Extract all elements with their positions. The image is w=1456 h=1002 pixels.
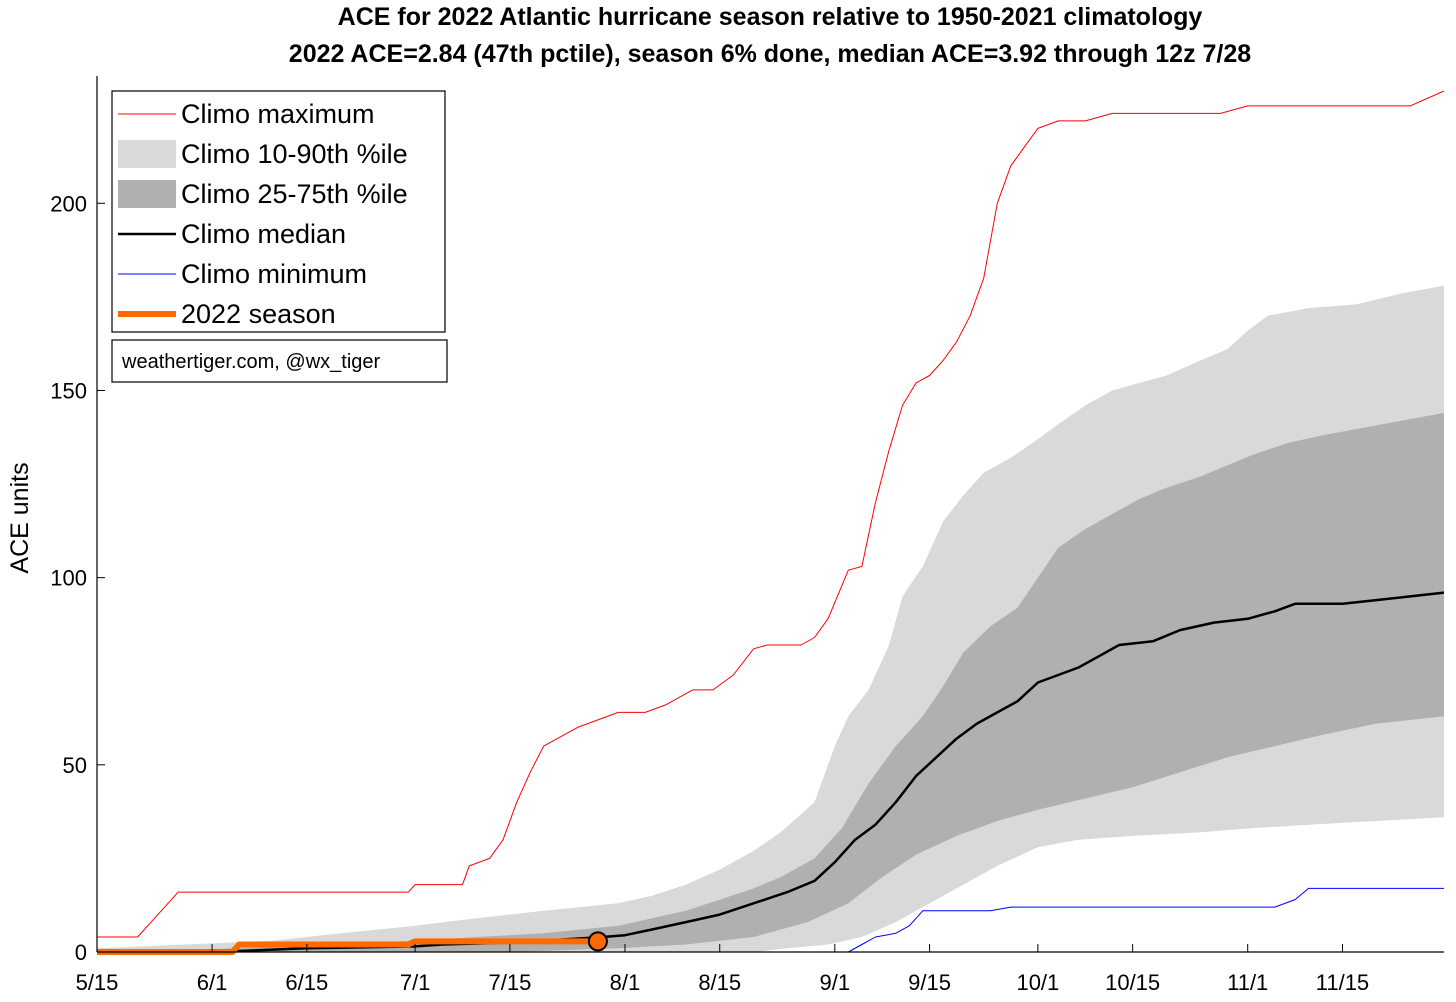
series-climo-median [97, 591, 1445, 954]
y-tick-label: 100 [50, 566, 87, 591]
x-tick-label: 7/1 [400, 970, 431, 995]
legend-label-climo-10-90th-ile: Climo 10-90th %ile [181, 139, 408, 169]
x-tick-label: 5/15 [76, 970, 119, 995]
series-climo-minimum [97, 887, 1444, 953]
credit-text: weathertiger.com, @wx_tiger [121, 351, 381, 373]
x-tick-label: 7/15 [488, 970, 531, 995]
credit-box: weathertiger.com, @wx_tiger [111, 339, 448, 383]
x-tick-label: 11/15 [1316, 970, 1369, 995]
legend-swatch-climo-10-90th-ile [118, 140, 176, 168]
legend-label-climo-median: Climo median [181, 219, 346, 249]
x-tick-label: 6/15 [285, 970, 328, 995]
y-axis-label: ACE units [6, 462, 34, 573]
x-ticks: 5/15 6/1 6/15 7/1 7/15 8/1 8/15 9/1 9/15 10/1 10/1… [76, 944, 1369, 995]
chart-title: ACE for 2022 Atlantic hurricane season r… [338, 3, 1203, 31]
marker-2022-season-current [587, 931, 608, 952]
x-tick-label: 8/1 [610, 970, 641, 995]
legend-swatch-climo-25-75th-ile [118, 180, 176, 208]
x-tick-label: 9/1 [820, 970, 851, 995]
markers-layer [587, 931, 608, 952]
series-climo-maximum [97, 90, 1445, 938]
legend-label-climo-maximum: Climo maximum [181, 99, 375, 129]
credit-box-frame [111, 339, 448, 383]
y-tick-label: 50 [63, 753, 87, 778]
x-tick-label: 10/15 [1105, 970, 1160, 995]
y-tick-label: 0 [75, 940, 87, 965]
legend-label-climo-minimum: Climo minimum [181, 259, 367, 289]
x-tick-label: 10/1 [1016, 970, 1059, 995]
band-climo-25-75th-ile [97, 412, 1444, 952]
y-tick-label: 150 [50, 378, 87, 403]
x-tick-label: 8/15 [698, 970, 741, 995]
legend-box [111, 90, 446, 333]
x-tick-label: 6/1 [197, 970, 228, 995]
legend-label-2022-season: 2022 season [181, 299, 336, 329]
legend-label-climo-25-75th-ile: Climo 25-75th %ile [181, 179, 408, 209]
legend-items: Climo maximum Climo 10-90th %ile Climo 25-… [118, 99, 408, 329]
bands-layer [97, 285, 1444, 953]
x-tick-label: 9/15 [908, 970, 951, 995]
x-tick-label: 11/1 [1227, 970, 1268, 995]
y-ticks: 0 50 100 150 200 [50, 191, 105, 965]
chart-subtitle: 2022 ACE=2.84 (47th pctile), season 6% d… [289, 40, 1251, 68]
legend: Climo maximum Climo 10-90th %ile Climo 25-… [111, 90, 446, 333]
y-tick-label: 200 [50, 191, 87, 216]
